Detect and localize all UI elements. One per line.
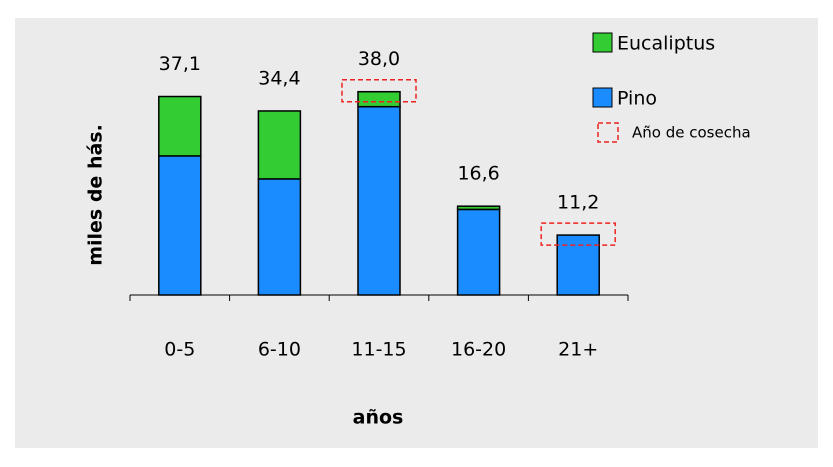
bar-segment (257, 178, 302, 296)
harvest-box (540, 222, 616, 246)
total-label: 37,1 (159, 53, 201, 75)
y-title: miles de hás. (85, 124, 107, 266)
legend-swatch (592, 87, 613, 108)
total-label: 16,6 (457, 163, 499, 185)
legend-harvest-swatch (597, 122, 619, 143)
total-label: 38,0 (358, 48, 400, 70)
bar-segment (158, 155, 202, 296)
x-tick-label: 0-5 (164, 339, 195, 361)
legend-label: Eucaliptus (617, 33, 715, 55)
bar-segment (257, 110, 302, 180)
total-label: 11,2 (557, 192, 599, 214)
harvest-box (341, 78, 417, 103)
bar-segment (158, 95, 202, 157)
x-tick-label: 16-20 (451, 339, 506, 361)
bar-segment (357, 105, 401, 296)
x-tick-label: 21+ (558, 339, 598, 361)
x-tick-label: 6-10 (258, 339, 301, 361)
legend-harvest-label: Año de cosecha (632, 124, 751, 142)
legend-label: Pino (617, 88, 657, 110)
bar-segment (456, 205, 501, 211)
bar-segment (456, 208, 501, 296)
bar-segment (556, 234, 600, 296)
x-tick-label: 11-15 (351, 339, 406, 361)
bar-segment (357, 90, 401, 108)
legend-swatch (592, 32, 613, 53)
x-title: años (353, 407, 404, 429)
total-label: 34,4 (258, 67, 300, 89)
